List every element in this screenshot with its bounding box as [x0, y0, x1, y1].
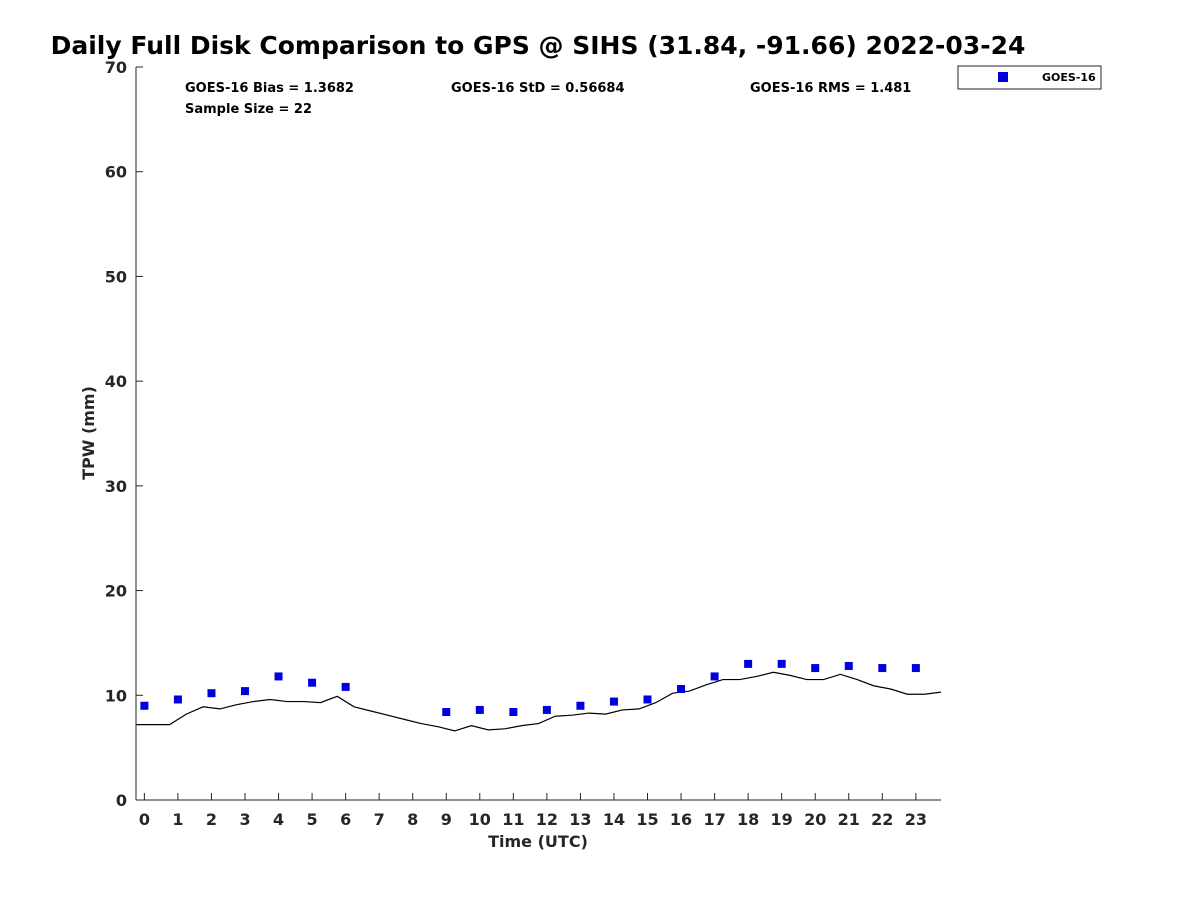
x-tick-label: 0: [139, 810, 150, 829]
goes16-point: [173, 695, 182, 704]
y-tick-label: 20: [105, 582, 127, 601]
y-axis: 0 10 20 30 40 50 60 70: [105, 58, 143, 810]
x-tick-label: 17: [703, 810, 725, 829]
y-tick-label: 10: [105, 686, 127, 705]
x-tick-label: 21: [838, 810, 860, 829]
goes16-point: [207, 689, 216, 698]
x-tick-label: 18: [737, 810, 759, 829]
y-axis-label: TPW (mm): [79, 386, 98, 480]
x-tick-label: 7: [374, 810, 385, 829]
x-tick-label: 8: [407, 810, 418, 829]
goes16-point: [140, 701, 149, 710]
goes16-point: [744, 659, 753, 668]
goes16-point: [442, 708, 451, 717]
goes16-point: [576, 701, 585, 710]
goes16-point: [475, 705, 484, 714]
legend-box: [957, 65, 1102, 90]
x-tick-label: 3: [239, 810, 250, 829]
y-tick-label: 50: [105, 267, 127, 286]
x-tick-label: 9: [441, 810, 452, 829]
goes16-point: [911, 664, 920, 673]
x-tick-label: 23: [905, 810, 927, 829]
chart-title: Daily Full Disk Comparison to GPS @ SIHS…: [51, 31, 1026, 60]
x-tick-label: 11: [502, 810, 524, 829]
goes16-point: [878, 664, 887, 673]
y-tick-label: 0: [116, 791, 127, 810]
y-tick-label: 40: [105, 372, 127, 391]
rms-stat: GOES-16 RMS = 1.481: [750, 81, 911, 96]
x-tick-label: 12: [536, 810, 558, 829]
x-tick-label: 16: [670, 810, 692, 829]
x-tick-label: 4: [273, 810, 284, 829]
x-tick-label: 15: [636, 810, 658, 829]
y-tick-label: 30: [105, 477, 127, 496]
legend-label: GOES-16: [1042, 71, 1096, 84]
x-tick-label: 19: [771, 810, 793, 829]
goes16-point: [241, 687, 250, 696]
x-tick-label: 13: [569, 810, 591, 829]
legend: GOES-16: [957, 65, 1102, 90]
std-stat: GOES-16 StD = 0.56684: [451, 81, 625, 96]
x-tick-label: 1: [172, 810, 183, 829]
x-tick-label: 22: [871, 810, 893, 829]
legend-marker: [998, 72, 1008, 82]
goes16-point: [643, 695, 652, 704]
goes16-series: [140, 659, 920, 717]
goes16-point: [811, 664, 820, 673]
goes16-point: [341, 682, 350, 691]
gps-line: [136, 671, 942, 732]
goes16-point: [777, 659, 786, 668]
y-tick-label: 70: [105, 58, 127, 77]
goes16-point: [274, 672, 283, 681]
x-tick-label: 5: [307, 810, 318, 829]
sample-size-stat: Sample Size = 22: [185, 102, 312, 117]
goes16-point: [308, 678, 317, 687]
gps-line-series: [136, 671, 942, 732]
goes16-point: [710, 672, 719, 681]
x-tick-label: 6: [340, 810, 351, 829]
goes16-point: [542, 705, 551, 714]
x-tick-label: 14: [603, 810, 625, 829]
x-tick-label: 20: [804, 810, 826, 829]
x-axis-label: Time (UTC): [488, 832, 588, 851]
goes16-point: [509, 708, 518, 717]
goes16-point: [844, 661, 853, 670]
plot-area: [135, 67, 941, 801]
x-tick-label: 2: [206, 810, 217, 829]
bias-stat: GOES-16 Bias = 1.3682: [185, 81, 354, 96]
goes16-point: [677, 685, 686, 694]
goes16-point: [609, 697, 618, 706]
x-tick-label: 10: [469, 810, 491, 829]
x-axis: 0 1 2 3 4 5 6 7 8 9 10 11 12 13 14 15 16 17 18 19 20 21 22 23: [139, 793, 927, 829]
y-tick-label: 60: [105, 163, 127, 182]
